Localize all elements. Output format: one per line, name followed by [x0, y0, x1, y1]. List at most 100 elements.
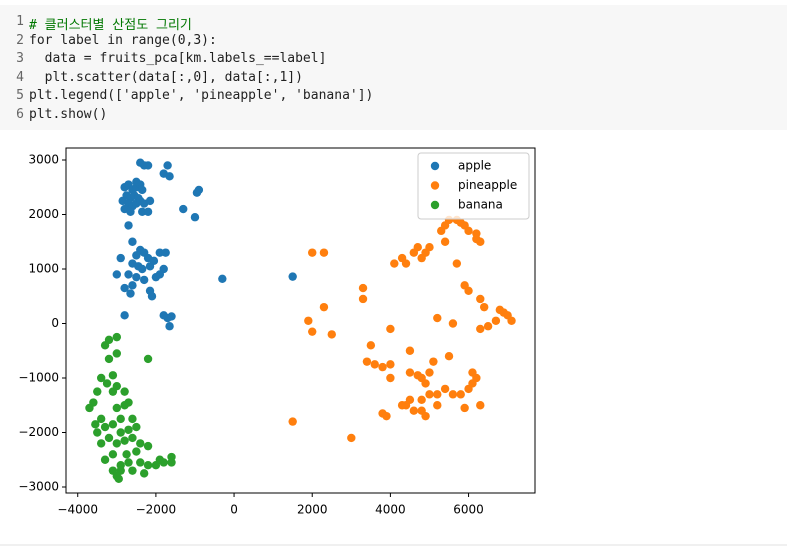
- point: [138, 185, 147, 195]
- point: [136, 458, 145, 467]
- point: [124, 270, 133, 279]
- point: [483, 322, 493, 331]
- line-number: 6: [16, 107, 24, 122]
- point: [128, 281, 137, 290]
- point: [143, 461, 153, 470]
- y-tick-label: −3000: [18, 480, 59, 494]
- point: [456, 390, 465, 399]
- point: [425, 242, 434, 252]
- point: [491, 316, 501, 325]
- point: [417, 253, 426, 263]
- legend-marker: [430, 161, 440, 171]
- point: [163, 161, 172, 170]
- point: [128, 433, 137, 443]
- y-tick-label: −2000: [18, 425, 59, 439]
- point: [145, 196, 155, 206]
- point: [102, 379, 112, 388]
- point: [288, 272, 297, 281]
- point: [143, 441, 153, 451]
- point: [386, 324, 395, 334]
- point: [194, 185, 204, 195]
- plot-frame: [65, 147, 536, 494]
- point: [476, 401, 485, 410]
- point: [143, 207, 153, 216]
- point: [112, 439, 122, 448]
- point: [132, 177, 141, 186]
- code-line: for label in range(0,3):: [29, 32, 217, 48]
- point: [319, 302, 329, 312]
- point: [100, 422, 110, 432]
- code-line: plt.legend(['apple', 'pineapple', 'banan…: [29, 88, 374, 104]
- point: [96, 373, 106, 383]
- point: [479, 302, 489, 312]
- code-line: data = fruits_pca[km.labels_==label]: [29, 51, 327, 67]
- point: [155, 248, 164, 257]
- y-tick-label: 0: [51, 316, 59, 330]
- point: [139, 469, 149, 478]
- point: [304, 316, 313, 325]
- point: [386, 360, 395, 369]
- y-tick-label: −1000: [18, 371, 59, 385]
- point: [120, 311, 129, 320]
- point: [132, 272, 141, 282]
- x-tick-label: 2000: [297, 503, 328, 517]
- point: [108, 420, 118, 429]
- point: [167, 452, 176, 462]
- point: [421, 379, 430, 388]
- point: [347, 433, 356, 443]
- line-number: 4: [16, 69, 24, 85]
- line-number: 5: [16, 88, 24, 104]
- point: [425, 368, 434, 377]
- legend-label: pineapple: [458, 178, 517, 192]
- point: [116, 253, 125, 263]
- y-tick-label: 3000: [28, 152, 59, 166]
- point: [472, 234, 481, 244]
- x-tick-label: 6000: [453, 503, 484, 517]
- point: [476, 324, 485, 334]
- point: [116, 428, 125, 437]
- code-line: plt.scatter(data[:,0], data[:,1]): [29, 69, 303, 85]
- line-number: 1: [16, 14, 24, 29]
- point: [93, 428, 102, 437]
- point: [358, 283, 368, 293]
- point: [155, 455, 164, 464]
- point: [409, 406, 419, 415]
- point: [128, 237, 137, 246]
- point: [147, 292, 157, 301]
- point: [370, 360, 379, 369]
- point: [128, 466, 137, 475]
- point: [120, 436, 129, 445]
- point: [100, 455, 110, 464]
- point: [386, 373, 395, 383]
- point: [425, 390, 434, 399]
- legend-box: [417, 152, 530, 220]
- point: [136, 439, 145, 448]
- point: [139, 275, 149, 285]
- point: [108, 450, 118, 459]
- point: [122, 450, 131, 459]
- legend-label: apple: [458, 159, 491, 173]
- legend-label: banana: [458, 198, 503, 212]
- point: [433, 401, 442, 410]
- point: [104, 433, 114, 443]
- point: [413, 242, 422, 252]
- point: [397, 401, 407, 410]
- line-number: 2: [16, 32, 24, 48]
- point: [104, 354, 114, 364]
- point: [165, 322, 174, 331]
- point: [417, 395, 426, 405]
- point: [440, 384, 450, 394]
- point: [126, 289, 135, 298]
- point: [161, 248, 170, 257]
- point: [91, 420, 100, 429]
- legend-marker: [430, 200, 440, 210]
- point: [448, 390, 458, 399]
- point: [132, 447, 141, 456]
- point: [476, 294, 485, 304]
- point: [120, 283, 129, 293]
- point: [108, 466, 118, 475]
- point: [190, 213, 200, 222]
- point: [108, 387, 118, 396]
